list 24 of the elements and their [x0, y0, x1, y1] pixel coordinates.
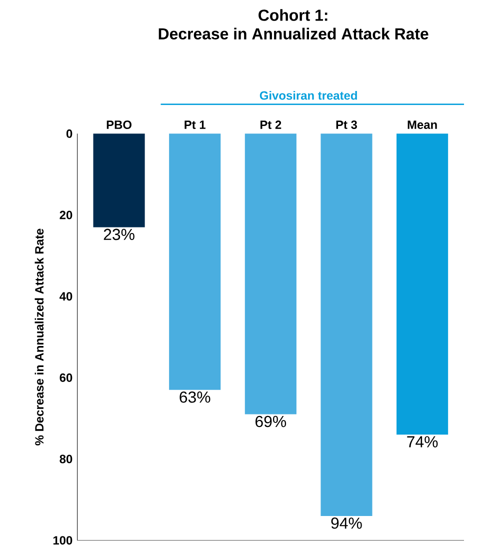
- y-tick-label: 100: [53, 536, 72, 545]
- bar: [396, 134, 448, 435]
- data-label: 94%: [331, 518, 362, 529]
- x-tick-label: Pt 1: [184, 120, 206, 129]
- bar: [320, 134, 372, 516]
- x-tick-label: Pt 2: [260, 120, 282, 129]
- data-label: 63%: [180, 391, 210, 403]
- bar: [169, 134, 221, 390]
- y-tick-label: 40: [60, 292, 72, 301]
- data-label: 74%: [407, 436, 438, 448]
- x-tick-label: Pt 3: [336, 120, 357, 129]
- y-tick-label: 60: [60, 373, 72, 382]
- chart-subtitle: Decrease in Annualized Attack Rate: [158, 28, 428, 40]
- x-tick-label: Mean: [408, 120, 437, 129]
- data-label: 23%: [104, 228, 134, 240]
- chart-title: Cohort 1:: [258, 9, 328, 21]
- y-tick-label: 20: [60, 210, 72, 220]
- text: Givosiran treated: [260, 90, 357, 100]
- y-axis-title: % Decrease in Annualized Attack Rate: [34, 228, 44, 446]
- bar: [93, 134, 145, 228]
- y-tick-label: 80: [60, 454, 72, 464]
- data-label: 69%: [256, 416, 286, 428]
- x-tick-label: PBO: [106, 120, 132, 129]
- y-tick-label: 0: [66, 129, 72, 138]
